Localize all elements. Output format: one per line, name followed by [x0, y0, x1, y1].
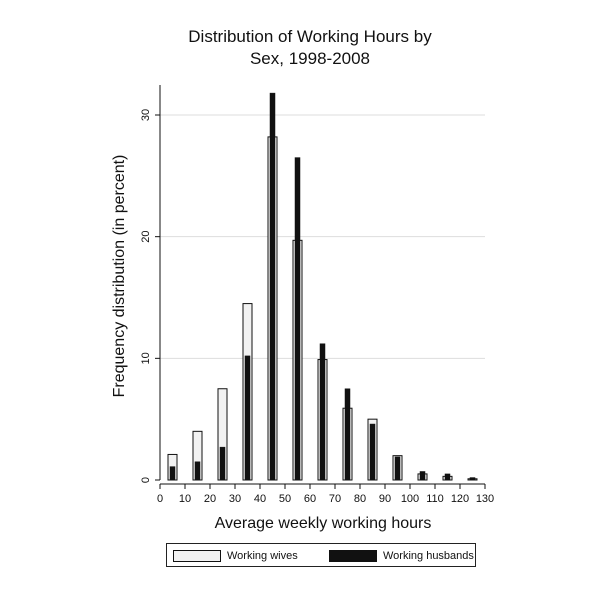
x-tick-label-60: 60 — [304, 493, 316, 505]
legend: Working wives Working husbands — [166, 543, 476, 567]
bar-husbands-75 — [344, 388, 351, 481]
x-tick-label-120: 120 — [451, 493, 469, 505]
y-tick-label-0: 0 — [140, 477, 152, 483]
x-tick-label-30: 30 — [229, 493, 241, 505]
x-tick-label-100: 100 — [401, 493, 419, 505]
bar-husbands-95 — [394, 456, 401, 481]
x-tick-label-110: 110 — [426, 493, 444, 505]
legend-item-husbands: Working husbands — [329, 549, 474, 563]
bar-husbands-5 — [169, 466, 176, 481]
legend-item-wives: Working wives — [173, 549, 298, 563]
x-tick-label-70: 70 — [329, 493, 341, 505]
chart-title: Distribution of Working Hours by Sex, 19… — [140, 26, 480, 70]
legend-label-wives: Working wives — [227, 550, 298, 562]
y-tick-label-20: 20 — [140, 231, 152, 243]
chart-title-line-1: Distribution of Working Hours by — [188, 27, 432, 46]
x-tick-label-20: 20 — [204, 493, 216, 505]
x-tick-label-50: 50 — [279, 493, 291, 505]
legend-swatch-husbands — [329, 550, 377, 562]
axes: 0 10 20 30 0 10 20 30 40 50 60 70 80 90 100 110 120 130 — [140, 85, 494, 505]
x-tick-label-80: 80 — [354, 493, 366, 505]
x-tick-label-40: 40 — [254, 493, 266, 505]
bar-husbands-105 — [419, 471, 426, 481]
bar-husbands-55 — [294, 157, 301, 481]
x-axis-title: Average weekly working hours — [215, 515, 432, 532]
x-tick-label-90: 90 — [379, 493, 391, 505]
y-tick-label-10: 10 — [140, 352, 152, 364]
bars — [167, 92, 478, 481]
legend-swatch-wives — [173, 550, 221, 562]
x-tick-label-130: 130 — [476, 493, 494, 505]
chart-title-line-2: Sex, 1998-2008 — [249, 49, 371, 68]
bar-husbands-125 — [469, 477, 476, 481]
x-tick-label-10: 10 — [179, 493, 191, 505]
bar-husbands-15 — [194, 461, 201, 481]
bar-husbands-85 — [369, 423, 376, 481]
bar-husbands-25 — [219, 446, 226, 481]
chart-plot: 0 10 20 30 0 10 20 30 40 50 60 70 80 90 100 110 120 130 F… — [111, 85, 494, 532]
bar-husbands-45 — [269, 92, 276, 481]
x-tick-label-0: 0 — [157, 493, 163, 505]
bar-husbands-115 — [444, 473, 451, 481]
gridlines — [160, 114, 485, 359]
legend-label-husbands: Working husbands — [383, 550, 474, 562]
bar-husbands-35 — [244, 355, 251, 481]
y-tick-label-30: 30 — [140, 109, 152, 121]
y-axis-title: Frequency distribution (in percent) — [111, 155, 128, 398]
bar-husbands-65 — [319, 343, 326, 481]
